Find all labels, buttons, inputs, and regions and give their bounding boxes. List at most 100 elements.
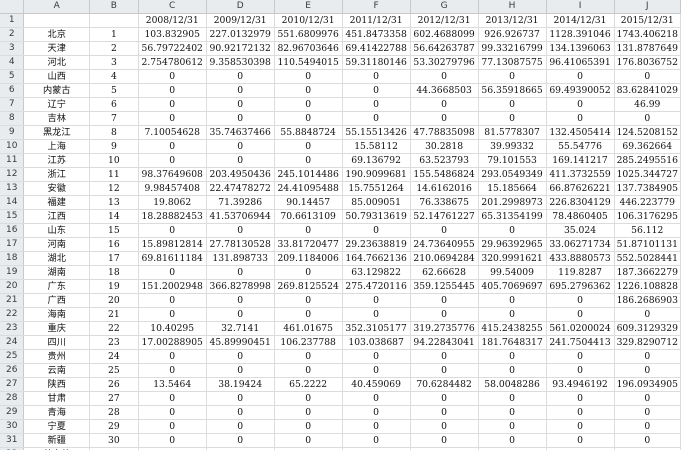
value-cell[interactable]: 40.459069 (342, 377, 411, 392)
value-cell[interactable]: 0 (206, 69, 275, 84)
value-cell[interactable]: 0 (342, 293, 411, 308)
value-cell[interactable]: 0 (478, 419, 547, 434)
value-cell[interactable]: 0 (206, 223, 275, 238)
column-header-b[interactable]: B (89, 0, 139, 14)
value-cell[interactable]: 1226.108828 (614, 279, 681, 294)
index-cell[interactable]: 6 (89, 97, 139, 112)
value-cell[interactable]: 0 (138, 153, 207, 168)
value-cell[interactable]: 187.3662279 (614, 265, 681, 280)
value-cell[interactable]: 56.112 (614, 223, 681, 238)
value-cell[interactable]: 79.101553 (478, 153, 547, 168)
value-cell[interactable]: 55.54776 (546, 139, 615, 154)
province-cell[interactable]: 黑龙江 (23, 125, 91, 140)
value-cell[interactable]: 33.81720477 (274, 237, 343, 252)
value-cell[interactable]: 65.31354199 (478, 209, 547, 224)
value-cell[interactable]: 0 (206, 97, 275, 112)
date-header-cell[interactable]: 2012/12/31 (410, 13, 479, 28)
value-cell[interactable]: 106.237788 (274, 335, 343, 350)
select-all-corner[interactable] (0, 0, 25, 14)
value-cell[interactable]: 0 (138, 97, 207, 112)
index-cell[interactable]: 17 (89, 251, 139, 266)
value-cell[interactable]: 24.41095488 (274, 181, 343, 196)
province-cell[interactable]: 北京 (23, 27, 91, 42)
index-cell[interactable]: 22 (89, 321, 139, 336)
row-header[interactable]: 14 (0, 195, 25, 210)
value-cell[interactable]: 0 (342, 223, 411, 238)
index-cell[interactable]: 7 (89, 111, 139, 126)
value-cell[interactable]: 695.2796362 (546, 279, 615, 294)
index-cell[interactable]: 27 (89, 391, 139, 406)
value-cell[interactable]: 85.009051 (342, 195, 411, 210)
value-cell[interactable]: 9.358530398 (206, 55, 275, 70)
value-cell[interactable]: 69.362664 (614, 139, 681, 154)
value-cell[interactable]: 433.8880573 (546, 251, 615, 266)
row-header[interactable]: 21 (0, 293, 25, 308)
value-cell[interactable]: 201.2998973 (478, 195, 547, 210)
value-cell[interactable]: 451.8473358 (342, 27, 411, 42)
row-header[interactable]: 23 (0, 321, 25, 336)
value-cell[interactable]: 0 (410, 391, 479, 406)
value-cell[interactable]: 0 (138, 111, 207, 126)
value-cell[interactable]: 24.73640955 (410, 237, 479, 252)
value-cell[interactable]: 27.78130528 (206, 237, 275, 252)
value-cell[interactable]: 561.0200024 (546, 321, 615, 336)
province-cell[interactable]: 河南 (23, 237, 91, 252)
value-cell[interactable]: 22.47478272 (206, 181, 275, 196)
value-cell[interactable]: 93.4946192 (546, 377, 615, 392)
row-header[interactable]: 15 (0, 209, 25, 224)
row-header[interactable]: 29 (0, 405, 25, 420)
index-cell[interactable]: 28 (89, 405, 139, 420)
value-cell[interactable]: 0 (546, 69, 615, 84)
value-cell[interactable]: 69.49390052 (546, 83, 615, 98)
date-header-cell[interactable]: 2008/12/31 (138, 13, 207, 28)
value-cell[interactable]: 0 (478, 391, 547, 406)
value-cell[interactable]: 131.898733 (206, 251, 275, 266)
province-cell[interactable]: 山西 (23, 69, 91, 84)
value-cell[interactable]: 0 (138, 265, 207, 280)
row-header[interactable]: 24 (0, 335, 25, 350)
date-header-cell[interactable]: 2015/12/31 (614, 13, 681, 28)
province-cell[interactable]: 陕西 (23, 377, 91, 392)
value-cell[interactable]: 366.8278998 (206, 279, 275, 294)
value-cell[interactable]: 77.13087575 (478, 55, 547, 70)
value-cell[interactable]: 0 (274, 433, 343, 448)
value-cell[interactable]: 0 (274, 153, 343, 168)
index-cell[interactable]: 24 (89, 349, 139, 364)
value-cell[interactable]: 0 (274, 265, 343, 280)
value-cell[interactable]: 45.89990451 (206, 335, 275, 350)
value-cell[interactable]: 0 (546, 363, 615, 378)
value-cell[interactable]: 29.23638819 (342, 237, 411, 252)
value-cell[interactable]: 0 (274, 97, 343, 112)
value-cell[interactable]: 55.8848724 (274, 125, 343, 140)
province-cell[interactable]: 内蒙古 (23, 83, 91, 98)
value-cell[interactable]: 551.6809976 (274, 27, 343, 42)
value-cell[interactable]: 134.1396063 (546, 41, 615, 56)
value-cell[interactable]: 90.14457 (274, 195, 343, 210)
value-cell[interactable]: 0 (546, 97, 615, 112)
value-cell[interactable]: 609.3129329 (614, 321, 681, 336)
value-cell[interactable]: 137.7384905 (614, 181, 681, 196)
value-cell[interactable]: 0 (614, 419, 681, 434)
province-cell[interactable]: 甘肃 (23, 391, 91, 406)
value-cell[interactable]: 0 (274, 391, 343, 406)
value-cell[interactable]: 0 (274, 139, 343, 154)
value-cell[interactable]: 0 (138, 223, 207, 238)
column-header-f[interactable]: F (342, 0, 411, 14)
value-cell[interactable]: 32.7141 (206, 321, 275, 336)
value-cell[interactable]: 0 (138, 69, 207, 84)
province-cell[interactable]: 上海 (23, 139, 91, 154)
value-cell[interactable]: 82.96703646 (274, 41, 343, 56)
value-cell[interactable]: 33.06271734 (546, 237, 615, 252)
index-cell[interactable]: 30 (89, 433, 139, 448)
column-header-g[interactable]: G (410, 0, 479, 14)
index-cell[interactable]: 16 (89, 237, 139, 252)
value-cell[interactable]: 0 (274, 363, 343, 378)
value-cell[interactable]: 196.0934905 (614, 377, 681, 392)
value-cell[interactable]: 19.8062 (138, 195, 207, 210)
value-cell[interactable]: 155.5486824 (410, 167, 479, 182)
index-cell[interactable]: 20 (89, 293, 139, 308)
value-cell[interactable]: 0 (138, 363, 207, 378)
value-cell[interactable]: 0 (206, 153, 275, 168)
value-cell[interactable]: 41.53706944 (206, 209, 275, 224)
value-cell[interactable]: 245.1014486 (274, 167, 343, 182)
